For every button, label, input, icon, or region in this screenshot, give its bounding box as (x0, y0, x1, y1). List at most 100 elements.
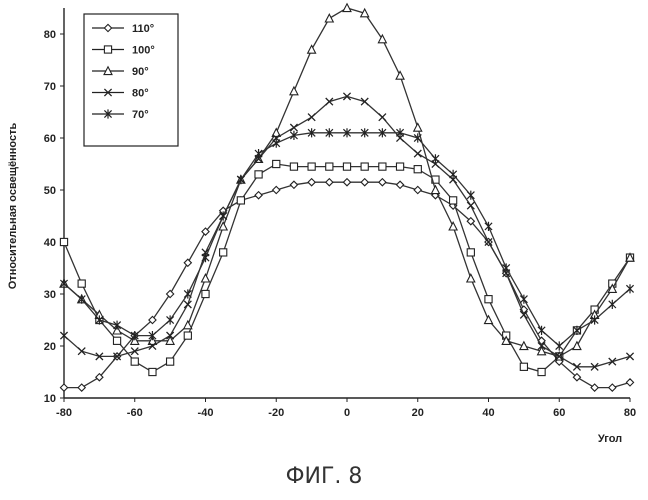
data-point (326, 98, 333, 105)
series-2 (60, 160, 633, 375)
x-tick-label: -40 (198, 407, 214, 419)
data-point (325, 14, 333, 22)
data-point (520, 295, 527, 304)
data-point (202, 253, 209, 262)
data-point (78, 280, 85, 287)
data-point (184, 259, 191, 266)
data-point (308, 179, 315, 186)
data-point (255, 149, 262, 158)
data-point (396, 181, 403, 188)
data-point (113, 337, 120, 344)
data-point (450, 170, 457, 179)
data-point (396, 71, 404, 79)
data-point (450, 197, 457, 204)
data-point (414, 186, 421, 193)
data-point (379, 163, 386, 170)
data-point (326, 163, 333, 170)
data-point (485, 296, 492, 303)
legend-marker (104, 46, 111, 53)
data-point (467, 249, 474, 256)
x-tick-label: 80 (624, 407, 636, 419)
data-point (237, 197, 244, 204)
data-point (626, 379, 633, 386)
data-point (573, 342, 581, 350)
legend-label: 80° (132, 88, 149, 100)
data-point (609, 384, 616, 391)
y-tick-label: 60 (44, 133, 56, 145)
data-point (431, 186, 439, 194)
data-point (485, 316, 493, 324)
series-5 (60, 128, 633, 350)
legend-label: 100° (132, 45, 155, 57)
x-axis-label: Угол (598, 433, 622, 445)
data-point (290, 87, 298, 95)
x-tick-label: 40 (482, 407, 494, 419)
data-point (167, 358, 174, 365)
y-axis-label: Относительная освещённость (7, 123, 19, 290)
data-point (308, 114, 315, 121)
y-tick-label: 40 (44, 237, 56, 249)
data-point (556, 341, 563, 350)
data-point (184, 301, 191, 308)
data-point (467, 202, 474, 209)
data-point (167, 315, 174, 324)
data-point (609, 300, 616, 309)
data-point (396, 163, 403, 170)
data-point (520, 363, 527, 370)
data-point (184, 332, 191, 339)
x-tick-label: 60 (553, 407, 565, 419)
data-point (290, 163, 297, 170)
data-point (131, 348, 138, 355)
series-1 (60, 179, 633, 392)
data-point (432, 154, 439, 163)
data-point (308, 45, 316, 53)
data-point (449, 222, 457, 230)
y-tick-label: 80 (44, 29, 56, 41)
data-point (60, 384, 67, 391)
data-point (78, 348, 85, 355)
data-point (609, 358, 616, 365)
data-point (538, 368, 545, 375)
data-point (184, 321, 192, 329)
figure-caption: ФИГ. 8 (0, 464, 648, 489)
x-tick-label: -20 (268, 407, 284, 419)
data-point (255, 192, 262, 199)
data-point (220, 249, 227, 256)
data-point (343, 163, 350, 170)
x-tick-label: -60 (127, 407, 143, 419)
data-point (220, 211, 227, 220)
legend: 110°100°90°80°70° (84, 14, 178, 146)
data-point (626, 353, 633, 360)
data-point (113, 321, 120, 330)
legend-label: 90° (132, 66, 149, 78)
data-point (273, 160, 280, 167)
x-tick-label: -80 (56, 407, 72, 419)
data-point (379, 114, 386, 121)
data-point (361, 179, 368, 186)
data-point (414, 123, 422, 131)
y-tick-label: 70 (44, 81, 56, 93)
data-point (591, 384, 598, 391)
y-tick-label: 10 (44, 393, 56, 405)
data-point (379, 179, 386, 186)
data-point (202, 274, 210, 282)
y-tick-label: 30 (44, 289, 56, 301)
data-point (308, 163, 315, 170)
data-point (343, 179, 350, 186)
data-point (361, 98, 368, 105)
data-point (60, 238, 67, 245)
data-point (343, 93, 350, 100)
data-point (202, 290, 209, 297)
data-point (467, 274, 475, 282)
data-point (149, 368, 156, 375)
legend-label: 110° (132, 23, 154, 35)
data-point (131, 358, 138, 365)
x-tick-label: 20 (412, 407, 424, 419)
data-point (326, 179, 333, 186)
data-point (485, 222, 492, 231)
legend-box (84, 14, 178, 146)
y-tick-label: 50 (44, 185, 56, 197)
data-point (184, 289, 191, 298)
data-point (538, 326, 545, 335)
data-point (290, 181, 297, 188)
